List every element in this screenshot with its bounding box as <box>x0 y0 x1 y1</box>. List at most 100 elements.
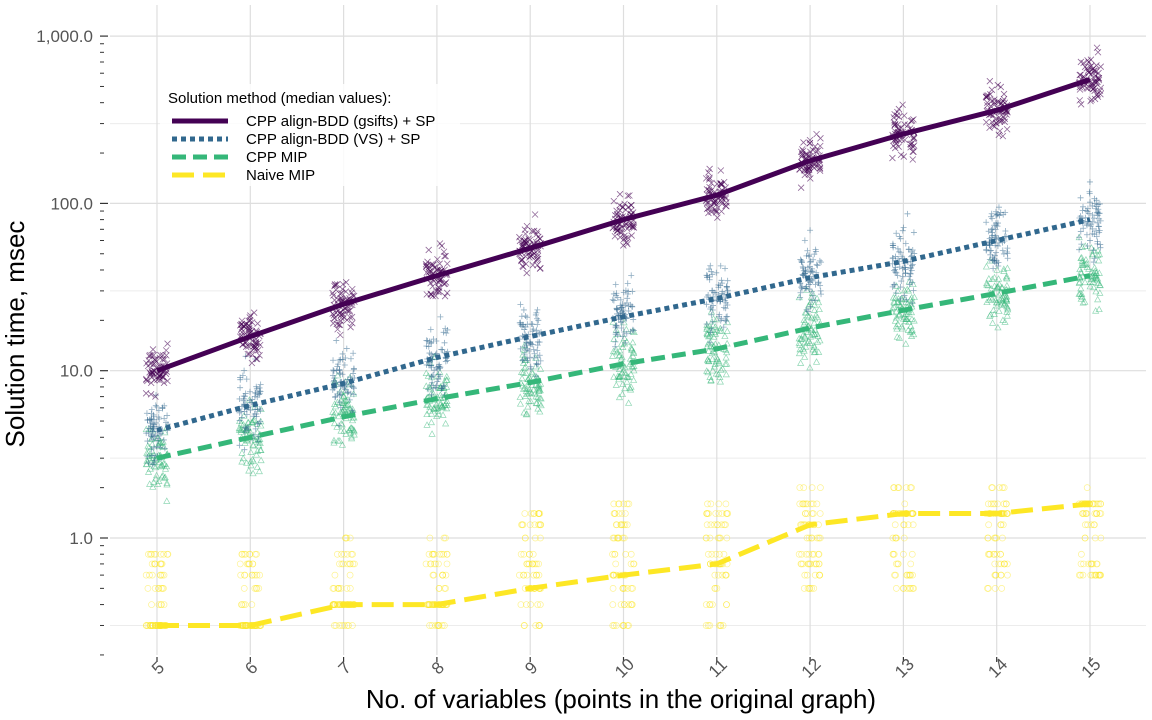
scatter-point <box>346 405 354 412</box>
scatter-point <box>153 434 162 441</box>
scatter-point <box>441 585 448 592</box>
scatter-point <box>425 550 433 558</box>
scatter-point <box>1097 500 1104 508</box>
scatter-point <box>425 246 432 254</box>
scatter-point <box>715 313 722 320</box>
scatter-point <box>440 401 449 409</box>
scatter-point <box>703 330 711 337</box>
legend-label: CPP align-BDD (VS) + SP <box>246 131 420 148</box>
scatter-point <box>526 388 534 395</box>
scatter-point <box>892 534 900 542</box>
scatter-point <box>522 347 529 354</box>
scatter-point <box>160 550 168 558</box>
scatter-point <box>1004 248 1011 255</box>
scatter-point <box>442 252 449 260</box>
scatter-point <box>892 282 901 289</box>
scatter-point <box>530 346 537 353</box>
scatter-point <box>798 285 805 292</box>
scatter-point <box>241 323 248 331</box>
scatter-point <box>146 351 154 359</box>
scatter-point <box>611 550 619 558</box>
scatter-point <box>807 175 814 182</box>
scatter-point <box>890 484 898 491</box>
scatter-point <box>995 290 1003 298</box>
scatter-point <box>250 342 258 350</box>
scatter-point <box>146 465 154 472</box>
scatter-point <box>426 267 434 275</box>
scatter-point <box>236 322 244 329</box>
scatter-point <box>341 397 349 404</box>
scatter-point <box>994 223 1001 230</box>
scatter-point <box>239 454 247 462</box>
scatter-point <box>1076 86 1084 93</box>
scatter-point <box>331 571 339 579</box>
scatter-point <box>1095 74 1103 82</box>
scatter-point <box>987 91 994 98</box>
scatter-point <box>537 401 545 409</box>
scatter-point <box>616 190 624 198</box>
scatter-point <box>235 424 243 431</box>
scatter-point <box>895 301 903 308</box>
scatter-point <box>903 315 912 322</box>
scatter-point <box>808 585 816 592</box>
scatter-point <box>522 369 530 377</box>
scatter-point <box>1094 219 1101 226</box>
legend-title: Solution method (median values): <box>168 90 391 107</box>
scatter-point <box>1079 298 1087 306</box>
scatter-point <box>711 585 719 592</box>
scatter-point <box>904 326 912 333</box>
scatter-point <box>522 230 529 238</box>
scatter-point <box>986 77 994 85</box>
scatter-point <box>526 550 533 558</box>
scatter-point <box>612 331 619 338</box>
scatter-point <box>520 622 528 629</box>
scatter-point <box>521 343 528 350</box>
scatter-point <box>615 365 623 373</box>
scatter-point <box>612 622 620 629</box>
scatter-point <box>150 478 158 486</box>
scatter-point <box>336 399 344 406</box>
scatter-point <box>532 362 540 370</box>
scatter-point <box>149 370 157 377</box>
scatter-point <box>521 384 529 391</box>
scatter-point <box>427 418 436 426</box>
scatter-point <box>534 393 542 400</box>
scatter-point <box>811 143 819 150</box>
scatter-point <box>815 550 822 558</box>
scatter-point <box>330 367 337 374</box>
scatter-point <box>798 257 805 264</box>
scatter-point <box>802 510 809 517</box>
scatter-point <box>148 445 155 452</box>
scatter-point <box>988 97 996 105</box>
scatter-point <box>997 521 1004 529</box>
scatter-point <box>157 550 165 558</box>
scatter-point <box>797 289 804 296</box>
scatter-point <box>525 397 533 405</box>
scatter-point <box>904 521 912 529</box>
scatter-point <box>805 152 812 159</box>
scatter-point <box>348 383 355 390</box>
scatter-point <box>707 342 715 349</box>
scatter-point <box>240 393 247 400</box>
scatter-point <box>428 430 436 437</box>
scatter-point <box>891 120 899 128</box>
scatter-point <box>813 261 820 268</box>
scatter-point <box>910 148 917 156</box>
scatter-point <box>521 364 529 371</box>
scatter-point <box>907 332 916 340</box>
scatter-point <box>613 292 620 299</box>
scatter-point <box>432 622 439 629</box>
scatter-point <box>423 401 431 408</box>
scatter-point <box>435 585 443 592</box>
scatter-point <box>351 375 358 382</box>
scatter-point <box>899 585 907 592</box>
scatter-point <box>1081 521 1089 529</box>
scatter-point <box>157 444 164 451</box>
scatter-point <box>151 360 158 367</box>
scatter-point <box>622 287 629 294</box>
scatter-point <box>1078 241 1085 248</box>
scatter-point <box>995 99 1002 106</box>
scatter-point <box>621 521 629 529</box>
scatter-point <box>801 353 809 360</box>
scatter-point <box>810 306 819 314</box>
